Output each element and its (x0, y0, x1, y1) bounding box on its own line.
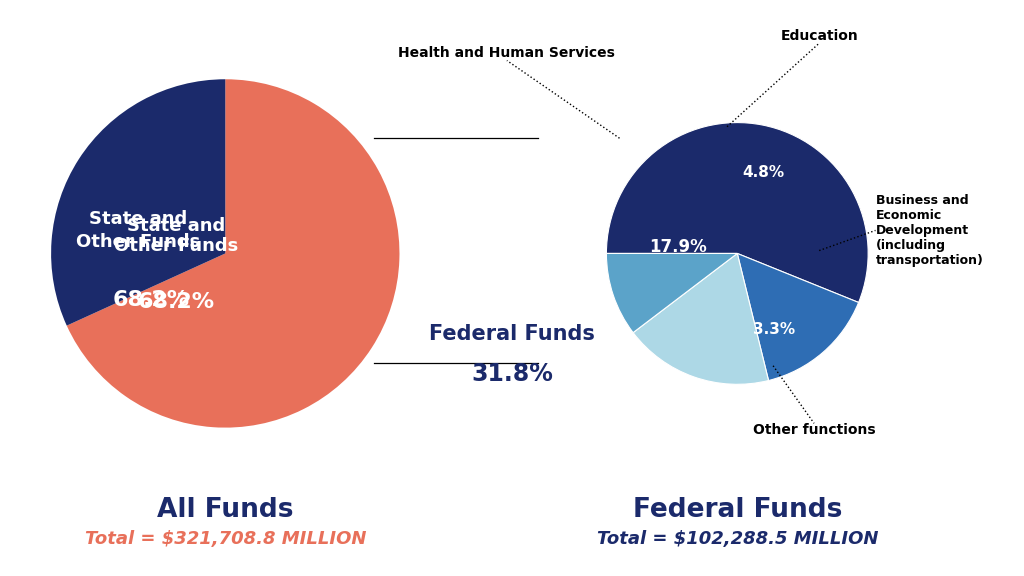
Text: Education: Education (780, 29, 858, 43)
Wedge shape (606, 123, 868, 302)
Text: Health and Human Services: Health and Human Services (398, 47, 615, 60)
Text: Other functions: Other functions (753, 423, 876, 437)
Text: Business and
Economic
Development
(including
transportation): Business and Economic Development (inclu… (876, 194, 983, 267)
Text: 5.9%: 5.9% (784, 222, 826, 237)
Wedge shape (67, 79, 399, 427)
Text: Total = $321,708.8 MILLION: Total = $321,708.8 MILLION (85, 529, 366, 548)
Wedge shape (606, 253, 737, 332)
Text: State and
Other Funds: State and Other Funds (115, 217, 239, 255)
Text: 68.2%: 68.2% (138, 292, 215, 312)
Text: Total = $102,288.5 MILLION: Total = $102,288.5 MILLION (597, 529, 878, 548)
Text: Federal Funds: Federal Funds (429, 324, 595, 344)
Text: 17.9%: 17.9% (649, 238, 708, 256)
Text: 3.3%: 3.3% (753, 322, 795, 337)
Text: 4.8%: 4.8% (742, 165, 784, 180)
Text: Federal Funds: Federal Funds (633, 497, 842, 523)
Text: 68.2%: 68.2% (113, 290, 190, 309)
Text: 31.8%: 31.8% (471, 362, 553, 386)
Text: All Funds: All Funds (157, 497, 294, 523)
Wedge shape (737, 253, 858, 381)
Wedge shape (51, 79, 225, 325)
Wedge shape (633, 253, 769, 384)
Text: State and
Other Funds: State and Other Funds (76, 210, 201, 251)
